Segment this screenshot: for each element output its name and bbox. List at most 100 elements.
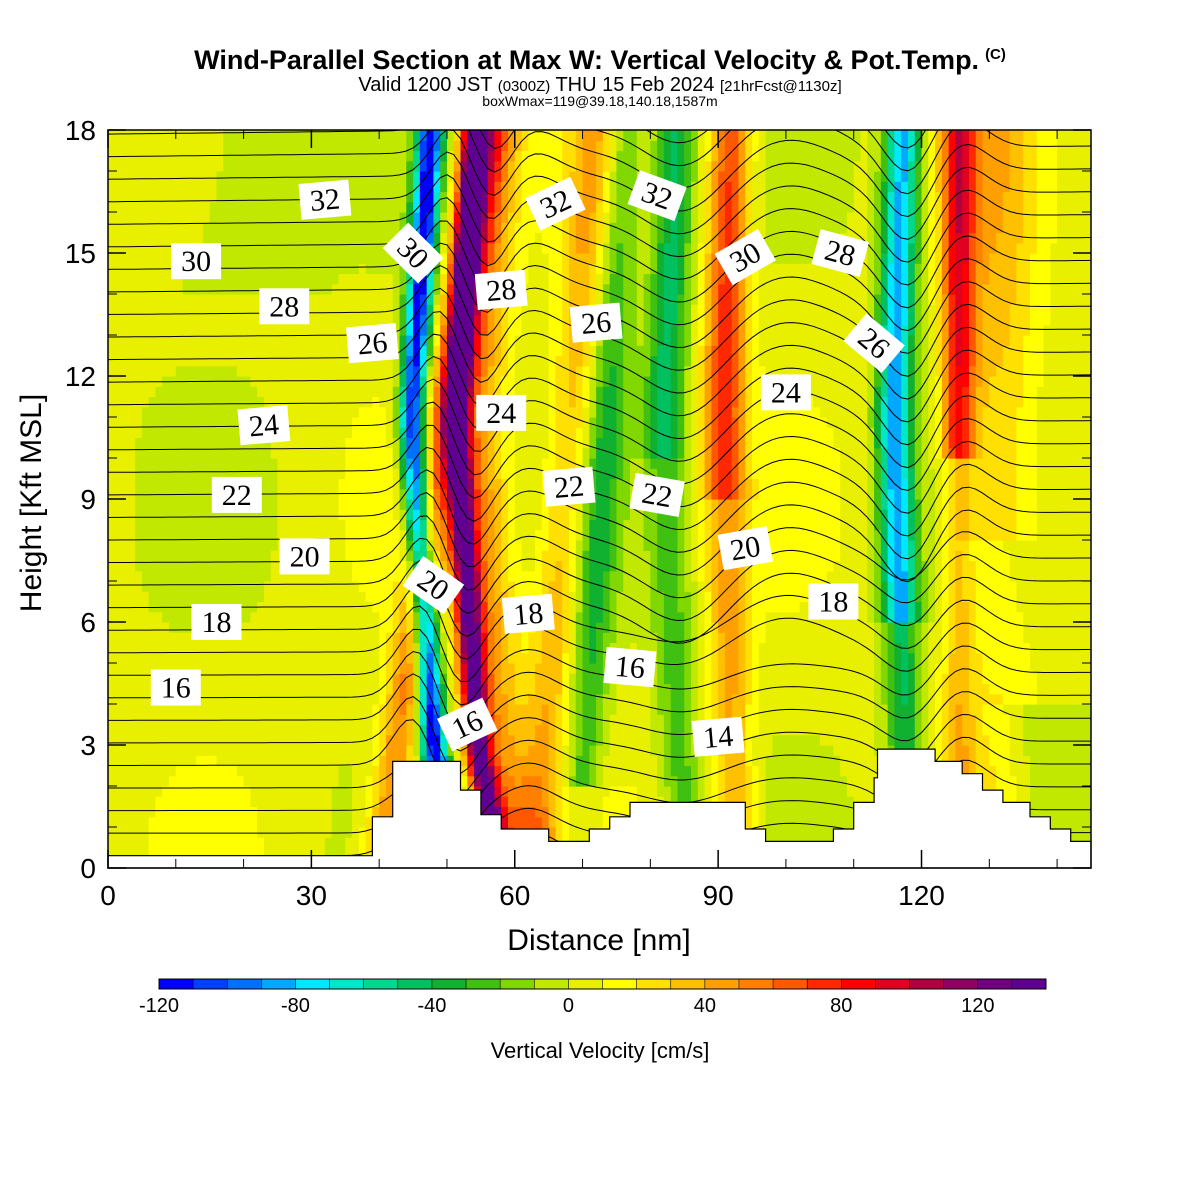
field-cell — [446, 540, 455, 551]
field-cell — [236, 745, 245, 756]
field-cell — [338, 540, 346, 551]
field-cell — [182, 642, 190, 654]
field-cell — [291, 683, 299, 695]
field-cell — [1084, 581, 1091, 592]
field-cell — [704, 683, 712, 695]
field-cell — [1084, 570, 1091, 582]
field-cell — [582, 806, 590, 818]
field-cell — [1009, 581, 1018, 592]
field-cell — [907, 724, 916, 736]
field-cell — [148, 775, 157, 787]
field-cell — [331, 519, 340, 531]
field-cell — [724, 601, 733, 613]
field-cell — [1016, 775, 1024, 787]
field-cell — [541, 632, 550, 644]
field-cell — [216, 509, 224, 521]
field-cell — [724, 693, 733, 705]
field-cell — [338, 550, 346, 562]
field-cell — [1023, 704, 1031, 715]
field-cell — [1070, 673, 1079, 685]
field-cell — [562, 827, 570, 838]
field-cell — [413, 652, 421, 664]
field-cell — [731, 570, 740, 582]
field-cell — [799, 786, 807, 797]
field-cell — [860, 724, 868, 736]
field-cell — [975, 663, 984, 674]
field-cell — [724, 663, 733, 674]
field-cell — [169, 745, 177, 756]
field-cell — [460, 642, 468, 654]
field-cell — [806, 714, 814, 726]
field-cell — [419, 683, 428, 695]
field-cell — [623, 714, 631, 726]
field-cell — [352, 642, 360, 654]
field-cell — [487, 570, 496, 582]
field-cell — [324, 663, 333, 674]
field-cell — [1016, 550, 1024, 562]
field-cell — [284, 755, 292, 767]
field-cell — [792, 734, 801, 746]
field-cell — [596, 663, 604, 674]
field-cell — [216, 581, 224, 592]
field-cell — [738, 611, 746, 623]
field-cell — [548, 683, 557, 695]
field-cell — [738, 652, 746, 664]
field-cell — [575, 591, 584, 603]
field-cell — [148, 745, 157, 756]
field-cell — [772, 806, 780, 818]
field-cell — [277, 827, 285, 838]
field-cell — [507, 540, 516, 551]
field-cell — [311, 519, 319, 531]
field-cell — [562, 591, 570, 603]
field-cell — [982, 734, 990, 746]
field-cell — [297, 755, 306, 767]
field-cell — [630, 632, 638, 644]
field-cell — [202, 786, 211, 797]
field-cell — [108, 622, 116, 633]
field-cell — [189, 652, 197, 664]
field-cell — [338, 570, 346, 582]
field-cell — [196, 663, 204, 674]
field-cell — [270, 847, 279, 859]
field-cell — [765, 765, 773, 777]
field-cell — [541, 663, 550, 674]
field-cell — [236, 591, 245, 603]
field-cell — [840, 652, 848, 664]
field-cell — [880, 529, 889, 541]
field-cell — [392, 704, 401, 715]
field-cell — [209, 673, 218, 685]
field-cell — [941, 611, 950, 623]
field-cell — [731, 611, 740, 623]
field-cell — [202, 570, 211, 582]
field-cell — [128, 796, 136, 808]
field-cell — [962, 693, 970, 705]
field-cell — [182, 652, 190, 664]
field-cell — [196, 847, 204, 859]
field-cell — [372, 591, 380, 603]
field-cell — [114, 540, 123, 551]
field-cell — [263, 765, 272, 777]
field-cell — [548, 673, 557, 685]
field-cell — [623, 581, 631, 592]
field-cell — [779, 714, 787, 726]
field-cell — [189, 540, 197, 551]
field-cell — [996, 550, 1004, 562]
field-cell — [752, 704, 760, 715]
field-cell — [453, 509, 462, 521]
field-cell — [819, 806, 828, 818]
field-cell — [840, 622, 848, 633]
field-cell — [575, 693, 584, 705]
field-cell — [1070, 816, 1079, 828]
field-cell — [128, 693, 136, 705]
field-cell — [1029, 714, 1038, 726]
field-cell — [650, 570, 658, 582]
field-cell — [901, 704, 909, 715]
field-cell — [968, 652, 977, 664]
field-cell — [291, 806, 299, 818]
field-cell — [324, 652, 333, 664]
field-cell — [833, 663, 841, 674]
field-cell — [921, 570, 929, 582]
field-cell — [155, 837, 163, 849]
field-cell — [209, 847, 218, 859]
field-cell — [826, 519, 834, 531]
